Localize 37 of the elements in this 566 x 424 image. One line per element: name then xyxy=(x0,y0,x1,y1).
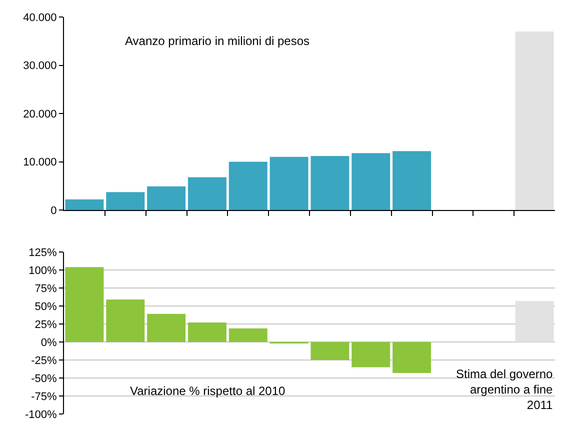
bar xyxy=(147,186,186,210)
bar xyxy=(188,322,226,342)
y-tick-label: 125% xyxy=(28,246,58,259)
bar xyxy=(515,31,554,210)
bar xyxy=(352,342,390,368)
bar xyxy=(65,267,104,342)
y-tick-label: 0 xyxy=(50,204,57,217)
annotation: Stima del governo argentino a fine 2011 xyxy=(456,367,554,412)
bar xyxy=(188,177,226,210)
bar xyxy=(515,300,554,342)
y-tick-label: 30.000 xyxy=(23,60,57,72)
y-tick-label: -50% xyxy=(31,372,58,385)
bar xyxy=(228,328,268,342)
bar xyxy=(392,151,432,210)
annotation: Avanzo primario in milioni di pesos xyxy=(125,34,310,48)
y-tick-label: 75% xyxy=(34,282,58,295)
annotation: Variazione % rispetto al 2010 xyxy=(130,384,286,398)
y-tick-label: -25% xyxy=(31,354,58,367)
bar xyxy=(352,153,390,210)
bar xyxy=(147,314,186,342)
y-tick-label: -100% xyxy=(25,408,58,421)
y-tick-label: 20.000 xyxy=(23,108,57,120)
y-tick-label: -75% xyxy=(31,390,58,403)
bar xyxy=(392,342,432,373)
bar xyxy=(310,342,350,360)
bar xyxy=(106,300,145,342)
bar xyxy=(310,156,350,210)
bar xyxy=(106,192,145,210)
bar xyxy=(228,162,268,210)
y-tick-label: 40.000 xyxy=(23,12,57,24)
y-tick-label: 50% xyxy=(34,300,58,313)
y-tick-label: 0% xyxy=(40,336,58,349)
y-tick-label: 10.000 xyxy=(23,156,57,169)
bar xyxy=(270,156,308,210)
y-tick-label: 100% xyxy=(28,264,58,277)
y-tick-label: 25% xyxy=(34,318,58,331)
bar xyxy=(65,199,104,210)
